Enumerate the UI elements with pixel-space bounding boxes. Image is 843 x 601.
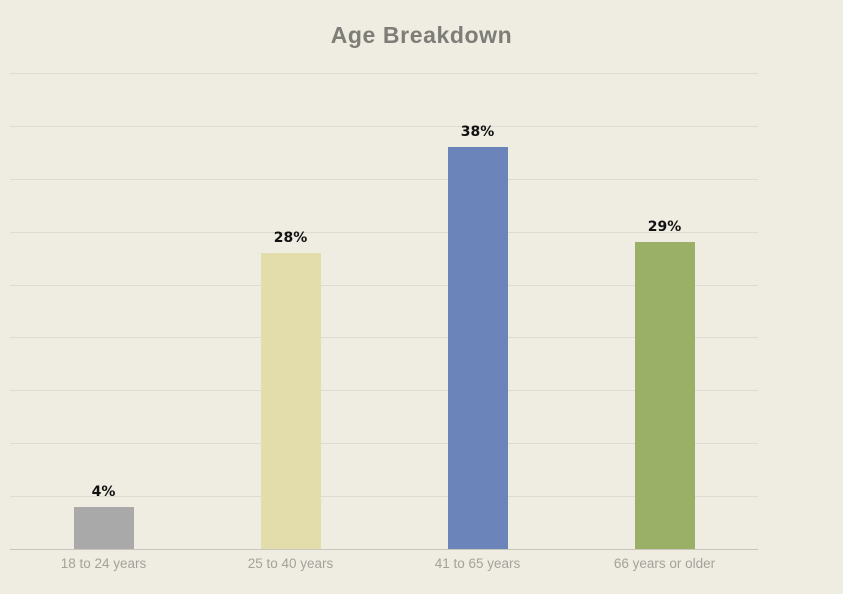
gridline [10, 443, 758, 445]
x-axis-category-label: 18 to 24 years [60, 556, 147, 571]
gridline [10, 231, 758, 233]
bar [260, 252, 321, 549]
gridline [10, 337, 758, 339]
bars-layer: 4% 28% 38% 29% [10, 73, 758, 549]
gridline [10, 125, 758, 127]
bar [73, 506, 134, 549]
gridline [10, 496, 758, 498]
bar [634, 242, 695, 549]
chart-title: Age Breakdown [330, 22, 513, 48]
x-axis-labels: 18 to 24 years 25 to 40 years 41 to 65 yea… [10, 556, 758, 571]
bar-slot: 38% [384, 73, 571, 549]
gridline [10, 284, 758, 286]
gridline [10, 178, 758, 180]
bar-slot: 4% [10, 73, 197, 549]
bar-value-label: 4% [91, 483, 116, 500]
bar [447, 147, 508, 549]
x-axis-category-label: 41 to 65 years [434, 556, 521, 571]
bar-value-label: 29% [647, 219, 682, 236]
x-axis-category-label: 25 to 40 years [247, 556, 334, 571]
bar-value-label: 28% [273, 229, 308, 246]
x-axis-line [10, 549, 758, 550]
gridline [10, 390, 758, 392]
plot-area: 4% 28% 38% 29% [10, 73, 758, 550]
x-axis-category-label: 66 years or older [613, 556, 716, 571]
gridline [10, 73, 758, 74]
bar-slot: 28% [197, 73, 384, 549]
bar-slot: 29% [571, 73, 758, 549]
bar-value-label: 38% [460, 124, 495, 141]
